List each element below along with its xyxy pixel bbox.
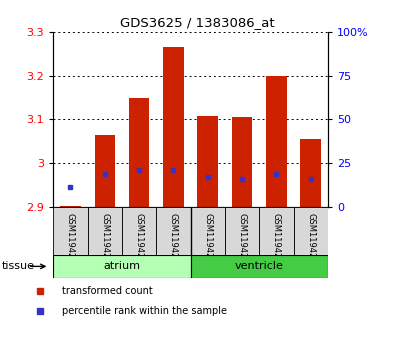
Bar <box>300 139 321 207</box>
Bar <box>53 207 88 255</box>
Bar <box>60 206 81 207</box>
Text: tissue: tissue <box>2 261 35 272</box>
Bar <box>190 255 328 278</box>
Text: GDS3625 / 1383086_at: GDS3625 / 1383086_at <box>120 16 275 29</box>
Bar <box>53 255 190 278</box>
Text: GSM119425: GSM119425 <box>169 213 178 263</box>
Text: GSM119429: GSM119429 <box>306 213 315 263</box>
Bar <box>190 207 225 255</box>
Bar <box>122 207 156 255</box>
Bar <box>156 207 190 255</box>
Text: GSM119428: GSM119428 <box>272 213 281 263</box>
Bar <box>259 207 293 255</box>
Text: GSM119423: GSM119423 <box>100 213 109 263</box>
Bar <box>88 207 122 255</box>
Bar <box>198 116 218 207</box>
Bar <box>266 76 287 207</box>
Text: percentile rank within the sample: percentile rank within the sample <box>62 306 227 316</box>
Bar <box>293 207 328 255</box>
Text: transformed count: transformed count <box>62 286 152 296</box>
Text: GSM119424: GSM119424 <box>135 213 144 263</box>
Bar <box>129 98 149 207</box>
Bar <box>225 207 259 255</box>
Bar <box>163 47 184 207</box>
Text: GSM119427: GSM119427 <box>237 213 246 263</box>
Bar <box>94 135 115 207</box>
Text: GSM119422: GSM119422 <box>66 213 75 263</box>
Bar <box>232 117 252 207</box>
Text: GSM119426: GSM119426 <box>203 213 212 263</box>
Text: ventricle: ventricle <box>235 261 284 272</box>
Text: atrium: atrium <box>103 261 141 272</box>
